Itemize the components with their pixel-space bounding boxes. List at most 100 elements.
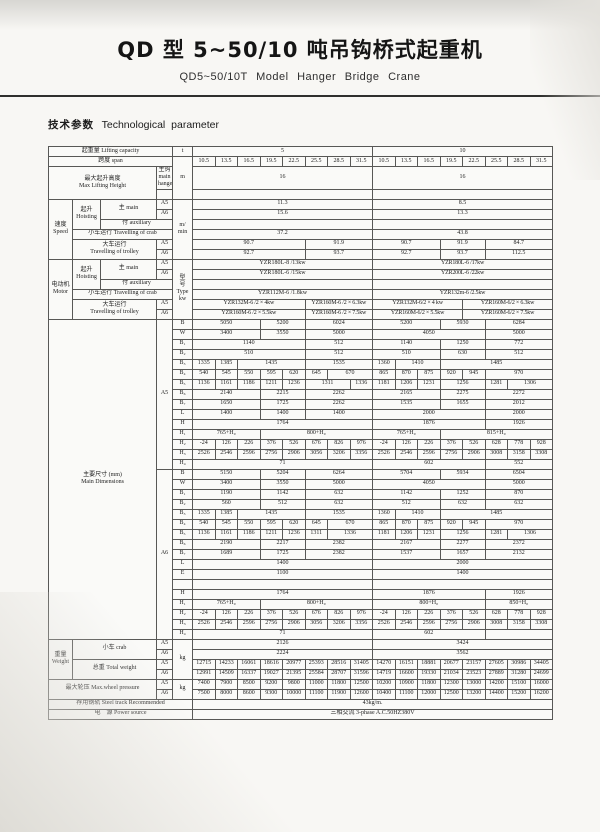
table-cell: YZR200L-6 /22kw bbox=[372, 268, 554, 280]
table-cell: 12600 bbox=[349, 688, 374, 700]
table-cell: 1335 bbox=[192, 508, 216, 520]
table-cell: 2756 bbox=[439, 618, 464, 630]
table-cell: 5150 bbox=[192, 468, 261, 480]
table-cell: 1926 bbox=[484, 588, 554, 600]
table-cell: 512 bbox=[484, 348, 554, 360]
table-cell: 2526 bbox=[372, 448, 396, 460]
table-cell: YZR160M-6/2 × 7.5kw bbox=[462, 308, 554, 320]
table-cell: 772 bbox=[484, 338, 554, 350]
table-cell: 970 bbox=[484, 368, 554, 380]
table-cell: 84.7 bbox=[484, 238, 554, 250]
table-cell: -24 bbox=[192, 438, 216, 450]
table-row: B₇ 1689 1725 2382 1537 1657 2132 bbox=[49, 548, 554, 560]
table-cell: 2275 bbox=[439, 388, 486, 400]
table-cell: 1140 bbox=[372, 338, 441, 350]
table-cell: 865 bbox=[372, 368, 396, 380]
section-heading-zh: 技术参数 bbox=[48, 120, 94, 131]
table-cell: 928 bbox=[529, 608, 554, 620]
table-cell: 1876 bbox=[372, 418, 486, 430]
table-cell: 1535 bbox=[372, 398, 441, 410]
table-cell: 778 bbox=[507, 608, 531, 620]
table-cell: 10.5 bbox=[372, 156, 396, 167]
table-cell: 93.7 bbox=[304, 248, 374, 260]
table-cell: 1206 bbox=[394, 378, 419, 390]
table-cell: 13200 bbox=[462, 688, 486, 700]
table-cell: 2000 bbox=[372, 408, 486, 420]
table-cell: YZR180L-6 /15kw bbox=[192, 268, 374, 280]
table-cell: YZR180L-8 /13kw bbox=[192, 258, 374, 270]
table-cell: 2262 bbox=[304, 398, 374, 410]
section-heading: 技术参数 Technological parameter bbox=[48, 117, 600, 132]
table-cell bbox=[484, 628, 554, 640]
table-cell: 1311 bbox=[304, 378, 351, 390]
table-cell: 3158 bbox=[507, 618, 531, 630]
table-cell: 1256 bbox=[439, 378, 486, 390]
max-lifting-height-label: 最大起升高度 Max Lifting Height bbox=[48, 166, 157, 200]
table-cell: 3356 bbox=[349, 618, 374, 630]
table-cell: 1360 bbox=[372, 358, 396, 370]
table-cell: 2906 bbox=[462, 618, 486, 630]
table-cell: 1385 bbox=[214, 508, 239, 520]
table-cell: 10 bbox=[372, 146, 554, 157]
table-cell: A5 bbox=[155, 318, 174, 470]
table-cell: YZR132M-6/2 × 4 kw bbox=[372, 298, 464, 310]
table-cell: 27605 bbox=[484, 658, 509, 670]
table-row: W 3400 3550 5000 4050 5000 bbox=[49, 328, 554, 340]
table-cell: 4050 bbox=[372, 328, 486, 340]
table-row: 大车运行 Travelling of trolley A5 YZR132M-6 /2… bbox=[49, 298, 554, 320]
table-cell: 2546 bbox=[394, 448, 419, 460]
table-row: 小车运行 Travelling of crab 37.2 43.8 bbox=[49, 228, 554, 240]
table-cell: 875 bbox=[417, 518, 441, 530]
table-cell: 1161 bbox=[214, 528, 239, 540]
table-cell: 6284 bbox=[484, 318, 554, 330]
table-cell bbox=[155, 188, 174, 200]
scan-artifact-right bbox=[530, 0, 600, 180]
table-cell: 2372 bbox=[484, 538, 554, 550]
table-cell: 1231 bbox=[417, 528, 441, 540]
table-cell: t bbox=[172, 146, 194, 157]
table-cell bbox=[372, 278, 554, 290]
table-cell: H₄ bbox=[172, 458, 194, 470]
table-cell: 628 bbox=[484, 438, 509, 450]
table-cell: 90.7 bbox=[192, 238, 306, 250]
page-title: QD 型 5~50/10 吨吊钩桥式起重机 bbox=[117, 38, 483, 62]
table-cell: 1657 bbox=[439, 548, 486, 560]
table-cell: 5930 bbox=[439, 318, 486, 330]
table-cell: 1400 bbox=[192, 408, 261, 420]
table-cell: 510 bbox=[192, 348, 306, 360]
table-cell: 21034 bbox=[439, 668, 464, 680]
table-cell: A6 bbox=[155, 268, 174, 280]
table-cell: 13000 bbox=[462, 678, 486, 690]
table-cell: 1281 bbox=[484, 528, 509, 540]
table-cell bbox=[192, 188, 374, 200]
table-cell: A6 bbox=[155, 208, 174, 220]
table-cell: B₁ bbox=[172, 338, 194, 350]
table-cell: 510 bbox=[372, 348, 441, 360]
table-cell: 765+H₀ bbox=[192, 428, 261, 440]
table-cell: 1181 bbox=[372, 378, 396, 390]
table-cell: 20677 bbox=[439, 658, 464, 670]
table-cell: 14200 bbox=[484, 678, 509, 690]
table-cell: 1485 bbox=[439, 358, 554, 370]
table-cell: 10900 bbox=[394, 678, 419, 690]
table-cell: 16 bbox=[192, 166, 374, 190]
table-cell: 2217 bbox=[259, 538, 306, 550]
table-cell: 2132 bbox=[484, 548, 554, 560]
span-label: 跨度 span bbox=[47, 156, 174, 167]
table-cell: 8.5 bbox=[372, 198, 554, 210]
spec-table-body: 起重量 Lifting capacity t 5 10 跨度 span m 10.5 13.5… bbox=[47, 146, 554, 720]
table-cell: 1385 bbox=[214, 358, 239, 370]
section-heading-en: Technological parameter bbox=[101, 119, 220, 131]
table-cell: 1211 bbox=[259, 378, 284, 390]
table-cell: 512 bbox=[304, 338, 374, 350]
table-cell: 3550 bbox=[259, 328, 306, 340]
table-cell: 1336 bbox=[327, 528, 374, 540]
table-cell: 1142 bbox=[259, 488, 306, 500]
table-cell: 945 bbox=[462, 518, 486, 530]
table-cell: 1231 bbox=[417, 378, 441, 390]
table-cell: 976 bbox=[349, 438, 374, 450]
scan-artifact-shadow bbox=[0, 592, 340, 832]
table-cell: 3356 bbox=[349, 448, 374, 460]
motor-label: 电动机 Motor bbox=[48, 258, 73, 320]
